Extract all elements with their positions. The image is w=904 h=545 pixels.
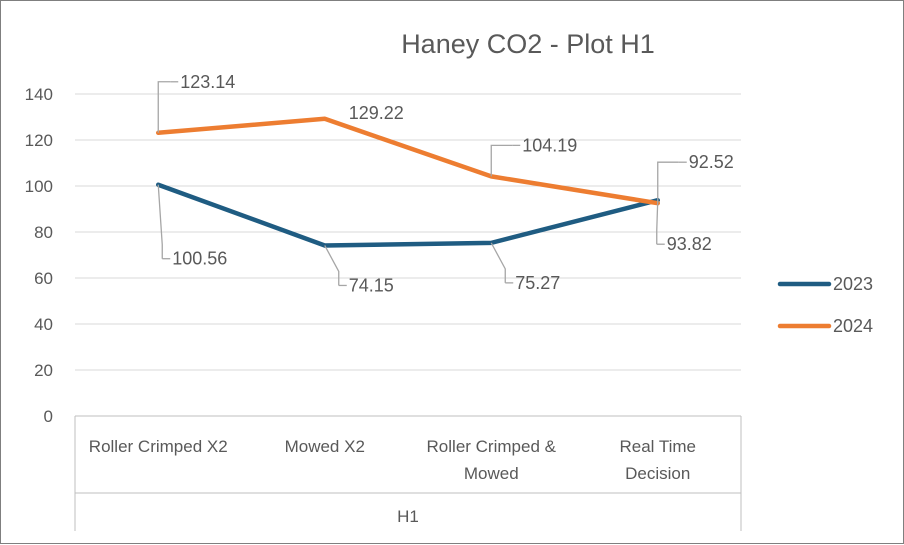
series-line-2023 <box>158 185 658 246</box>
leader-line <box>657 200 658 244</box>
label-leader-lines <box>158 82 687 286</box>
y-axis: 0 20 40 60 80 100 120 140 <box>25 85 53 426</box>
leader-line <box>658 162 679 203</box>
data-label-2024: 129.22 <box>349 103 404 123</box>
leader-line <box>491 243 505 283</box>
data-label-2023: 74.15 <box>349 275 394 295</box>
data-labels: 100.56 74.15 75.27 93.82 123.14 129.22 104.19 9… <box>172 72 734 296</box>
x-tick-label: Roller Crimped &Mowed <box>427 437 557 483</box>
y-tick-label: 120 <box>25 131 53 150</box>
leader-line <box>491 145 512 176</box>
legend-label-2023: 2023 <box>833 274 873 294</box>
y-tick-label: 80 <box>34 223 53 242</box>
chart-title: Haney CO2 - Plot H1 <box>401 29 655 59</box>
x-tick-label: Mowed X2 <box>285 437 365 456</box>
y-tick-label: 20 <box>34 361 53 380</box>
leader-line <box>158 82 170 133</box>
x-axis: Roller Crimped X2 Mowed X2 Roller Crimped … <box>75 416 741 531</box>
data-label-2023: 75.27 <box>515 273 560 293</box>
x-tick-label: Roller Crimped X2 <box>89 437 228 456</box>
series-line-2024 <box>158 119 658 203</box>
data-label-2024: 123.14 <box>180 72 235 92</box>
data-label-2024: 104.19 <box>522 135 577 155</box>
y-tick-label: 60 <box>34 269 53 288</box>
y-tick-label: 100 <box>25 177 53 196</box>
leader-line <box>158 185 162 259</box>
legend: 2023 2024 <box>780 274 873 336</box>
leader-line <box>325 245 339 285</box>
y-tick-label: 40 <box>34 315 53 334</box>
y-tick-label: 140 <box>25 85 53 104</box>
data-label-2023: 93.82 <box>667 234 712 254</box>
data-label-2023: 100.56 <box>172 249 227 269</box>
legend-label-2024: 2024 <box>833 316 873 336</box>
series-lines <box>158 119 658 246</box>
y-tick-label: 0 <box>44 407 53 426</box>
x-group-label: H1 <box>397 507 419 526</box>
data-label-2024: 92.52 <box>689 152 734 172</box>
